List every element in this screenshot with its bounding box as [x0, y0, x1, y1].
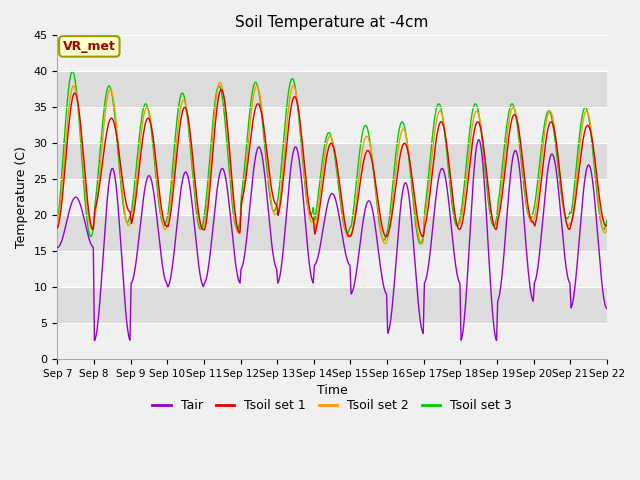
Bar	[58, 323, 607, 359]
Bar	[58, 143, 607, 179]
Text: VR_met: VR_met	[63, 40, 116, 53]
Bar	[58, 179, 607, 215]
Title: Soil Temperature at -4cm: Soil Temperature at -4cm	[236, 15, 429, 30]
Bar	[58, 251, 607, 287]
Bar	[58, 107, 607, 143]
Legend: Tair, Tsoil set 1, Tsoil set 2, Tsoil set 3: Tair, Tsoil set 1, Tsoil set 2, Tsoil se…	[147, 395, 517, 418]
Bar	[58, 36, 607, 72]
Bar	[58, 72, 607, 107]
X-axis label: Time: Time	[317, 384, 348, 397]
Bar	[58, 215, 607, 251]
Bar	[58, 287, 607, 323]
Y-axis label: Temperature (C): Temperature (C)	[15, 146, 28, 248]
